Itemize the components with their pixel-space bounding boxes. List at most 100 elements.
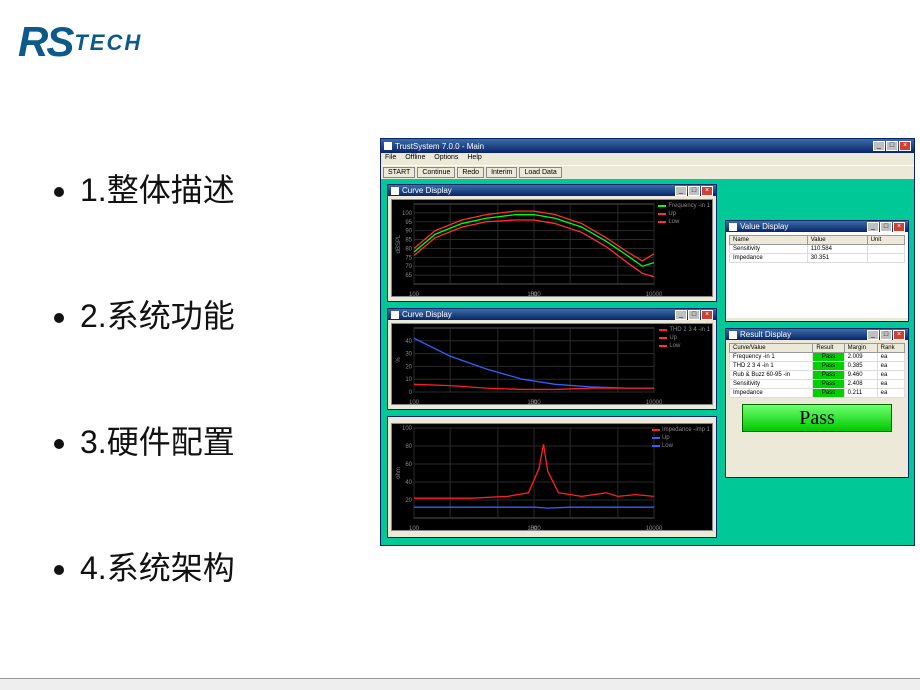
close-button[interactable]: × — [893, 330, 905, 340]
value-display-window: Value Display _□× Name Value Unit Sensit… — [725, 220, 909, 322]
svg-text:100: 100 — [409, 526, 420, 532]
minimize-button[interactable]: _ — [873, 141, 885, 151]
window-controls: _ □ × — [873, 141, 911, 151]
redo-button[interactable]: Redo — [457, 167, 484, 178]
logo-tech: TECH — [74, 30, 142, 55]
result-display-window: Result Display _□× Curve/Value Result Ma… — [725, 328, 909, 478]
subwin-title: Curve Display — [402, 186, 452, 195]
svg-text:65: 65 — [405, 273, 412, 279]
chart-legend: THD 2 3 4 -in 1 Up Low — [659, 326, 710, 350]
svg-text:100: 100 — [402, 426, 413, 432]
value-table: Name Value Unit Sensitivity110.584 Imped… — [729, 235, 905, 263]
col-curve: Curve/Value — [730, 344, 813, 353]
svg-text:75: 75 — [405, 255, 412, 261]
legend-label: Low — [668, 218, 679, 226]
maximize-button[interactable]: □ — [880, 222, 892, 232]
curve-window-impedance: 10080604020100100010000Hzohm Impedance -… — [387, 416, 717, 538]
svg-text:Hz: Hz — [530, 400, 537, 406]
chart-legend: Impedance -imp 1 Up Low — [652, 426, 710, 450]
svg-text:Hz: Hz — [530, 292, 537, 298]
curve-window-frequency: Curve Display _□× 1009590858075706510010… — [387, 184, 717, 302]
close-button[interactable]: × — [893, 222, 905, 232]
main-titlebar[interactable]: TrustSystem 7.0.0 - Main _ □ × — [381, 139, 914, 153]
subwin-title: Result Display — [740, 330, 791, 339]
impedance-chart: 10080604020100100010000Hzohm Impedance -… — [391, 423, 713, 531]
col-result: Result — [813, 344, 844, 353]
slide-footer-border — [0, 678, 920, 690]
minimize-button[interactable]: _ — [675, 186, 687, 196]
logo-rs: RS — [18, 18, 72, 65]
close-button[interactable]: × — [701, 186, 713, 196]
agenda-item: 2.系统功能 — [80, 291, 235, 337]
table-header-row: Name Value Unit — [730, 236, 905, 245]
legend-label: Low — [669, 342, 680, 350]
svg-text:40: 40 — [405, 480, 412, 486]
subwin-titlebar[interactable]: Result Display _□× — [726, 329, 908, 340]
window-title: TrustSystem 7.0.0 - Main — [395, 142, 484, 151]
app-icon — [384, 142, 392, 150]
start-button[interactable]: START — [383, 167, 415, 178]
subwin-titlebar[interactable]: Curve Display _□× — [388, 309, 716, 320]
loaddata-button[interactable]: Load Data — [519, 167, 561, 178]
minimize-button[interactable]: _ — [867, 330, 879, 340]
minimize-button[interactable]: _ — [867, 222, 879, 232]
legend-label: Low — [662, 442, 673, 450]
col-rank: Rank — [877, 344, 904, 353]
agenda-item: 4.系统架构 — [80, 543, 235, 589]
table-row: Impedance30.351 — [730, 254, 905, 263]
menu-help[interactable]: Help — [467, 154, 481, 161]
window-icon — [729, 223, 737, 231]
table-row: Rub & Buzz 60-95 -inPass9.460ea — [730, 371, 905, 380]
menu-offline[interactable]: Offline — [405, 154, 425, 161]
svg-text:40: 40 — [405, 339, 412, 345]
legend-label: Up — [668, 210, 676, 218]
legend-label: Frequency -in 1 — [668, 202, 710, 210]
svg-text:80: 80 — [405, 246, 412, 252]
agenda-item: 1.整体描述 — [80, 165, 235, 211]
continue-button[interactable]: Continue — [417, 167, 455, 178]
menu-options[interactable]: Options — [434, 154, 458, 161]
table-row: THD 2 3 4 -in 1Pass0.385ea — [730, 362, 905, 371]
col-unit: Unit — [867, 236, 904, 245]
window-icon — [391, 311, 399, 319]
svg-text:20: 20 — [405, 364, 412, 370]
overall-result-badge: Pass — [742, 404, 892, 432]
svg-text:%: % — [396, 357, 402, 363]
toolbar: START Continue Redo Interim Load Data — [381, 165, 914, 180]
svg-text:80: 80 — [405, 444, 412, 450]
svg-text:0: 0 — [409, 390, 413, 396]
close-button[interactable]: × — [701, 310, 713, 320]
maximize-button[interactable]: □ — [880, 330, 892, 340]
menu-bar: File Offline Options Help — [381, 153, 914, 165]
result-table: Curve/Value Result Margin Rank Frequency… — [729, 343, 905, 398]
interim-button[interactable]: Interim — [486, 167, 517, 178]
subwin-titlebar[interactable]: Curve Display _□× — [388, 185, 716, 196]
maximize-button[interactable]: □ — [688, 186, 700, 196]
svg-text:85: 85 — [405, 238, 412, 244]
svg-text:100: 100 — [409, 400, 420, 406]
chart-legend: Frequency -in 1 Up Low — [658, 202, 710, 226]
menu-file[interactable]: File — [385, 154, 396, 161]
minimize-button[interactable]: _ — [675, 310, 687, 320]
col-name: Name — [730, 236, 808, 245]
svg-text:20: 20 — [405, 498, 412, 504]
mdi-desktop: Curve Display _□× 1009590858075706510010… — [381, 180, 914, 545]
svg-text:dBSPL: dBSPL — [396, 234, 402, 253]
subwin-titlebar[interactable]: Value Display _□× — [726, 221, 908, 232]
table-header-row: Curve/Value Result Margin Rank — [730, 344, 905, 353]
maximize-button[interactable]: □ — [688, 310, 700, 320]
close-button[interactable]: × — [899, 141, 911, 151]
curve-window-thd: Curve Display _□× 403020100100100010000H… — [387, 308, 717, 410]
subwin-title: Value Display — [740, 222, 788, 231]
logo: RSTECH — [18, 18, 142, 66]
legend-label: Up — [669, 334, 677, 342]
svg-text:10000: 10000 — [646, 292, 663, 298]
agenda-list: 1.整体描述 2.系统功能 3.硬件配置 4.系统架构 — [80, 165, 235, 669]
table-row: SensitivityPass2.408ea — [730, 380, 905, 389]
svg-text:70: 70 — [405, 264, 412, 270]
svg-text:95: 95 — [405, 220, 412, 226]
svg-text:Hz: Hz — [530, 526, 537, 532]
table-row: Sensitivity110.584 — [730, 245, 905, 254]
window-icon — [729, 331, 737, 339]
maximize-button[interactable]: □ — [886, 141, 898, 151]
